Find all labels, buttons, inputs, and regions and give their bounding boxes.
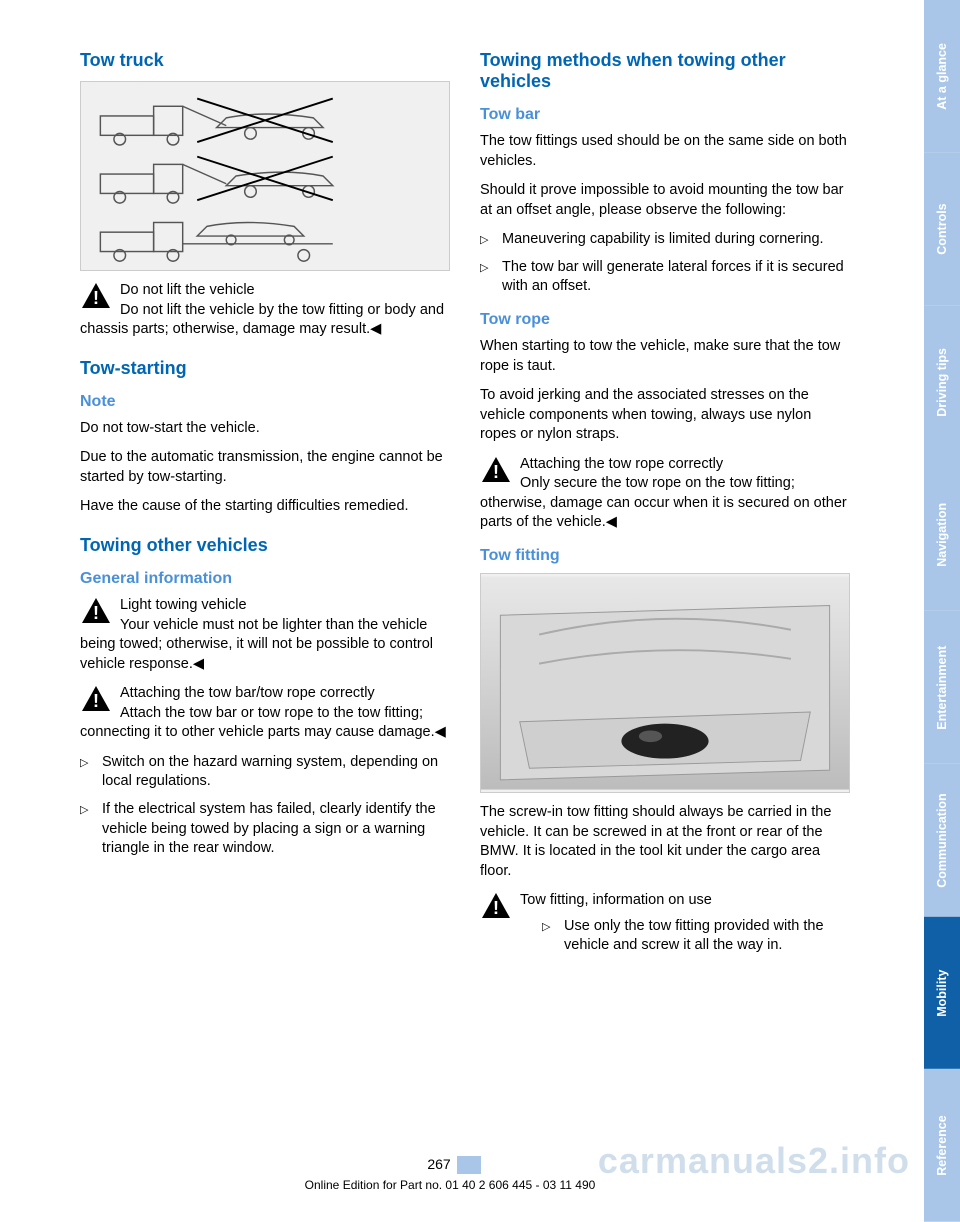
right-column: Towing methods when towing other vehicle…	[480, 50, 850, 974]
warning-icon: !	[80, 281, 112, 311]
list-item: ▷ The tow bar will generate lateral forc…	[480, 258, 850, 297]
footer-edition-line: Online Edition for Part no. 01 40 2 606 …	[0, 1178, 900, 1192]
subheading-note: Note	[80, 393, 450, 411]
warning-body: Attach the tow bar or tow rope to the to…	[80, 705, 446, 741]
bullet-text: If the electrical system has failed, cle…	[102, 800, 450, 859]
heading-tow-starting: Tow-starting	[80, 358, 450, 379]
svg-text:!: !	[93, 691, 99, 711]
side-nav-tabs: At a glance Controls Driving tips Naviga…	[924, 0, 960, 1222]
warning-tow-fitting: ! Tow fitting, information on use ▷ Use …	[480, 891, 850, 964]
bullet-marker: ▷	[480, 258, 502, 297]
heading-towing-other: Towing other vehicles	[80, 535, 450, 556]
warning-title: Light towing vehicle	[120, 597, 247, 613]
bullet-text: Maneuvering capability is limited during…	[502, 230, 850, 250]
note-paragraph: Do not tow-start the vehicle.	[80, 419, 450, 439]
svg-text:!: !	[493, 898, 499, 918]
warning-icon: !	[480, 891, 512, 921]
list-item: ▷ Use only the tow fitting provided with…	[520, 917, 850, 956]
bullet-marker: ▷	[542, 917, 564, 956]
towrope-paragraph: To avoid jerking and the associated stre…	[480, 386, 850, 445]
subheading-tow-bar: Tow bar	[480, 106, 850, 124]
page-footer: 267 Online Edition for Part no. 01 40 2 …	[0, 1154, 900, 1192]
note-paragraph: Due to the automatic transmission, the e…	[80, 448, 450, 487]
page-number-accent	[457, 1156, 481, 1174]
tab-reference[interactable]: Reference	[924, 1069, 960, 1222]
towrope-paragraph: When starting to tow the vehicle, make s…	[480, 337, 850, 376]
towbar-paragraph: Should it prove impossible to avoid moun…	[480, 181, 850, 220]
bullet-text: The tow bar will generate lateral forces…	[502, 258, 850, 297]
subheading-tow-fitting: Tow fitting	[480, 547, 850, 565]
tab-controls[interactable]: Controls	[924, 153, 960, 306]
tab-communication[interactable]: Communication	[924, 764, 960, 917]
warning-body: Only secure the tow rope on the tow fitt…	[480, 475, 847, 530]
two-column-layout: Tow truck	[80, 50, 850, 974]
warning-tow-rope: ! Attaching the tow rope correctly Only …	[480, 455, 850, 533]
tab-entertainment[interactable]: Entertainment	[924, 611, 960, 764]
subheading-tow-rope: Tow rope	[480, 311, 850, 329]
warning-title: Do not lift the vehicle	[120, 282, 255, 298]
tab-mobility[interactable]: Mobility	[924, 917, 960, 1070]
bullet-marker: ▷	[480, 230, 502, 250]
warning-title: Tow fitting, information on use	[520, 892, 712, 908]
page-content: Tow truck	[0, 0, 900, 974]
tow-fitting-illustration	[481, 574, 849, 792]
towbar-paragraph: The tow fittings used should be on the s…	[480, 132, 850, 171]
towfit-paragraph: The screw-in tow fitting should always b…	[480, 803, 850, 881]
list-item: ▷ If the electrical system has failed, c…	[80, 800, 450, 859]
left-bullet-list: ▷ Switch on the hazard warning system, d…	[80, 753, 450, 859]
warning-icon: !	[480, 455, 512, 485]
figure-tow-truck	[80, 81, 450, 271]
towbar-bullet-list: ▷ Maneuvering capability is limited duri…	[480, 230, 850, 297]
bullet-marker: ▷	[80, 753, 102, 792]
warning-do-not-lift: ! Do not lift the vehicle Do not lift th…	[80, 281, 450, 340]
warning-title: Attaching the tow bar/tow rope correctly	[120, 685, 375, 701]
tab-at-a-glance[interactable]: At a glance	[924, 0, 960, 153]
bullet-marker: ▷	[80, 800, 102, 859]
warning-body: Do not lift the vehicle by the tow fitti…	[80, 302, 444, 338]
bullet-text: Use only the tow fitting provided with t…	[564, 917, 850, 956]
warning-attach-correctly: ! Attaching the tow bar/tow rope correct…	[80, 684, 450, 743]
svg-text:!: !	[93, 603, 99, 623]
warning-icon: !	[80, 684, 112, 714]
warning-icon: !	[80, 596, 112, 626]
tab-driving-tips[interactable]: Driving tips	[924, 306, 960, 459]
warning-light-vehicle: ! Light towing vehicle Your vehicle must…	[80, 596, 450, 674]
tow-truck-illustration	[81, 82, 449, 270]
list-item: ▷ Maneuvering capability is limited duri…	[480, 230, 850, 250]
heading-tow-truck: Tow truck	[80, 50, 450, 71]
bullet-text: Switch on the hazard warning system, dep…	[102, 753, 450, 792]
list-item: ▷ Switch on the hazard warning system, d…	[80, 753, 450, 792]
figure-tow-fitting	[480, 573, 850, 793]
subheading-general-info: General information	[80, 570, 450, 588]
warning-title: Attaching the tow rope correctly	[520, 456, 723, 472]
tab-navigation[interactable]: Navigation	[924, 458, 960, 611]
page-number: 267	[419, 1154, 458, 1174]
svg-text:!: !	[493, 462, 499, 482]
note-paragraph: Have the cause of the starting difficult…	[80, 497, 450, 517]
warning-body: Your vehicle must not be lighter than th…	[80, 617, 433, 672]
svg-text:!: !	[93, 288, 99, 308]
left-column: Tow truck	[80, 50, 450, 974]
page-number-wrap: 267	[0, 1154, 900, 1174]
heading-towing-methods: Towing methods when towing other vehicle…	[480, 50, 850, 92]
